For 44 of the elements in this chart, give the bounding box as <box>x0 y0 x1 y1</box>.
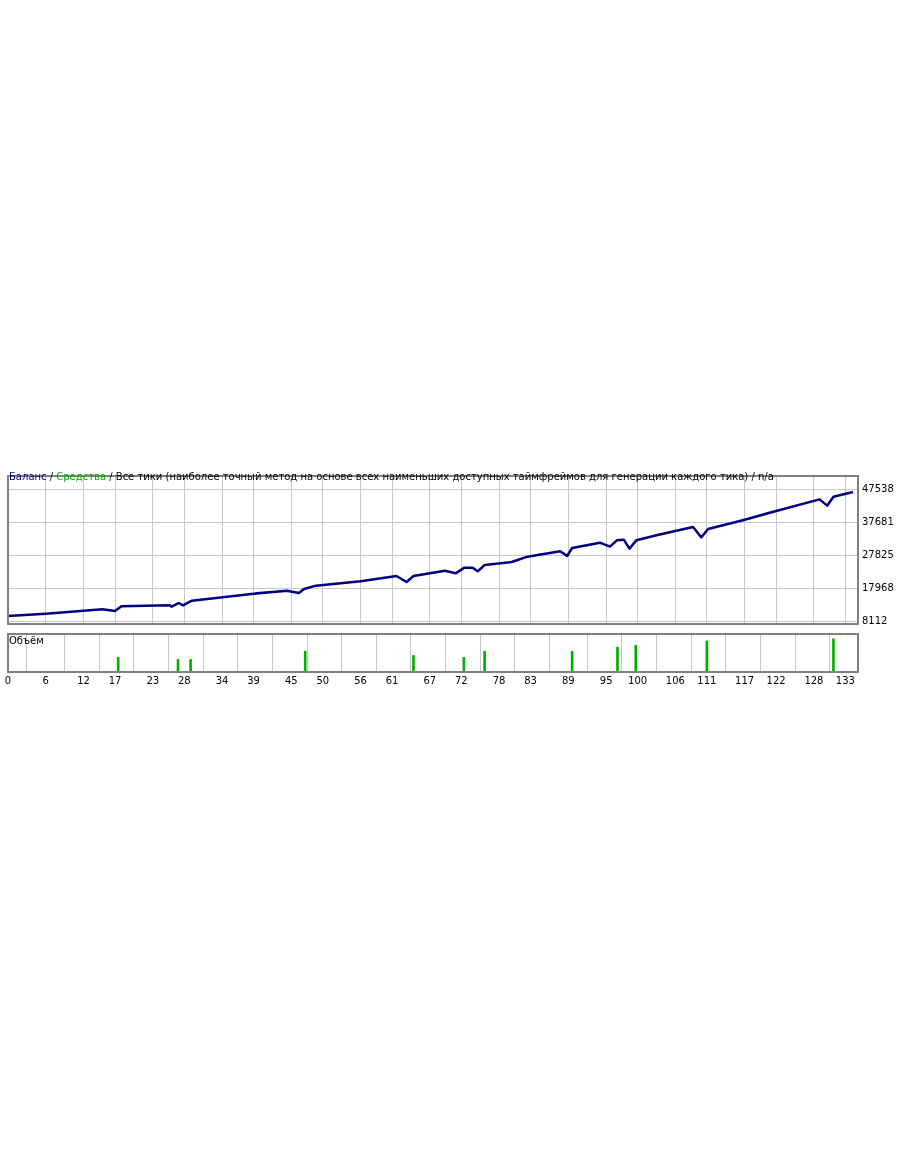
legend-label: Средства <box>56 471 107 482</box>
y-tick-label: 17968 <box>862 582 894 594</box>
x-tick-label: 128 <box>804 674 824 686</box>
x-tick-label: 111 <box>697 674 717 686</box>
bar <box>303 650 307 672</box>
bar <box>189 659 192 672</box>
x-tick-label: 0 <box>4 674 12 686</box>
text: Баланс <box>9 471 47 482</box>
x-tick-label: 23 <box>146 674 160 686</box>
x-tick-label: 83 <box>524 674 537 686</box>
bar <box>832 638 835 672</box>
annotation: / <box>108 471 114 482</box>
x-tick-label: 100 <box>628 674 648 686</box>
x-tick-label: 6 <box>42 674 49 686</box>
chart-title: Объём <box>9 635 44 646</box>
annotation: / <box>48 471 55 482</box>
x-tick-label: 61 <box>385 674 399 686</box>
x-tick-label: 50 <box>316 674 330 686</box>
y-tick-label: 47538 <box>862 483 894 495</box>
y-tick-label: 8112 <box>862 614 888 626</box>
x-tick-label: 133 <box>835 674 855 686</box>
x-tick-label: 28 <box>177 674 191 686</box>
bar <box>634 644 638 672</box>
bar <box>616 646 619 672</box>
x-tick-label: 78 <box>492 674 506 686</box>
x-tick-label: 12 <box>77 674 90 686</box>
chart-title: Все тики (наиболее точный метод на основе всех наименьших доступных таймфреймов для генерации каждого тика) / n/a <box>115 471 774 482</box>
x-tick-label: 122 <box>766 674 786 686</box>
x-tick-label: 89 <box>562 674 575 686</box>
x-tick-label: 106 <box>665 674 685 686</box>
x-tick-label: 17 <box>108 674 122 686</box>
x-tick-label: 67 <box>423 674 437 686</box>
y-tick-label: 37681 <box>862 516 894 528</box>
x-tick-label: 95 <box>599 674 613 686</box>
x-tick-label: 34 <box>215 674 229 686</box>
x-tick-label: 72 <box>454 674 468 686</box>
x-tick-label: 39 <box>247 674 260 686</box>
y-tick-label: 27825 <box>862 549 894 561</box>
bar <box>412 655 415 672</box>
bar <box>116 657 120 672</box>
x-tick-label: 45 <box>284 674 298 686</box>
bar <box>483 650 486 672</box>
x-tick-label: 56 <box>354 674 367 686</box>
x-tick-label: 117 <box>735 674 755 686</box>
